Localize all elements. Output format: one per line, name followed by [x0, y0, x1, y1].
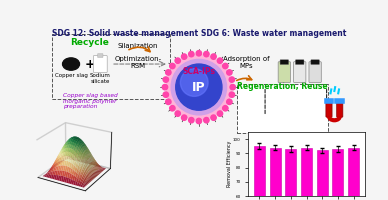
Bar [254, 146, 265, 200]
Text: SCA-IPs: SCA-IPs [182, 67, 215, 76]
Circle shape [211, 54, 216, 59]
Bar [285, 149, 296, 200]
Ellipse shape [62, 58, 80, 70]
Circle shape [166, 55, 231, 119]
Circle shape [176, 64, 222, 110]
Circle shape [229, 92, 235, 97]
Bar [333, 149, 343, 200]
FancyBboxPatch shape [237, 84, 328, 133]
Circle shape [182, 54, 187, 59]
Text: Silanization: Silanization [118, 43, 158, 49]
Circle shape [223, 106, 228, 111]
Circle shape [204, 51, 209, 57]
FancyBboxPatch shape [94, 56, 107, 73]
FancyBboxPatch shape [326, 100, 332, 117]
FancyBboxPatch shape [337, 100, 343, 117]
FancyArrowPatch shape [237, 76, 252, 80]
Bar [270, 148, 281, 200]
Circle shape [189, 51, 194, 57]
Circle shape [175, 58, 180, 63]
Circle shape [163, 92, 168, 97]
Circle shape [229, 77, 235, 82]
FancyBboxPatch shape [309, 62, 321, 83]
Circle shape [166, 70, 171, 75]
Text: Regeneration, Reuse: Regeneration, Reuse [237, 82, 327, 91]
Text: Optimization-
RSM: Optimization- RSM [114, 56, 161, 69]
FancyBboxPatch shape [311, 60, 319, 64]
Circle shape [211, 115, 216, 120]
Circle shape [196, 118, 201, 124]
Text: Adsorption of
MPs: Adsorption of MPs [222, 56, 269, 69]
FancyArrowPatch shape [129, 47, 150, 52]
FancyBboxPatch shape [278, 62, 291, 83]
FancyBboxPatch shape [98, 54, 103, 57]
FancyBboxPatch shape [280, 60, 289, 64]
Circle shape [223, 63, 228, 69]
Circle shape [182, 115, 187, 120]
Circle shape [227, 99, 232, 105]
Circle shape [170, 106, 175, 111]
Text: Recycle: Recycle [70, 38, 109, 47]
Circle shape [230, 84, 236, 90]
Text: IP: IP [192, 81, 206, 94]
Bar [301, 148, 312, 200]
Circle shape [171, 59, 227, 115]
Text: Copper slag: Copper slag [55, 73, 87, 78]
Circle shape [227, 70, 232, 75]
Text: Sodium
silicate: Sodium silicate [90, 73, 111, 84]
Circle shape [163, 77, 168, 82]
Circle shape [166, 99, 171, 105]
Text: SDG 6: Waste water management: SDG 6: Waste water management [201, 29, 346, 38]
Circle shape [162, 84, 168, 90]
Circle shape [189, 117, 194, 123]
FancyBboxPatch shape [294, 62, 306, 83]
Circle shape [217, 111, 223, 116]
Text: Copper slag based
inorganic polymer
preparation: Copper slag based inorganic polymer prep… [63, 93, 118, 109]
Text: +: + [84, 58, 95, 71]
Text: SDG 12: Solid waste management: SDG 12: Solid waste management [52, 29, 198, 38]
Circle shape [204, 117, 209, 123]
Circle shape [180, 69, 208, 96]
FancyBboxPatch shape [296, 60, 304, 64]
Circle shape [175, 111, 180, 116]
Circle shape [170, 63, 175, 69]
Bar [348, 148, 359, 200]
Circle shape [196, 51, 201, 56]
Y-axis label: Removal Efficiency: Removal Efficiency [227, 141, 232, 187]
Circle shape [217, 58, 223, 63]
Bar [317, 150, 328, 200]
